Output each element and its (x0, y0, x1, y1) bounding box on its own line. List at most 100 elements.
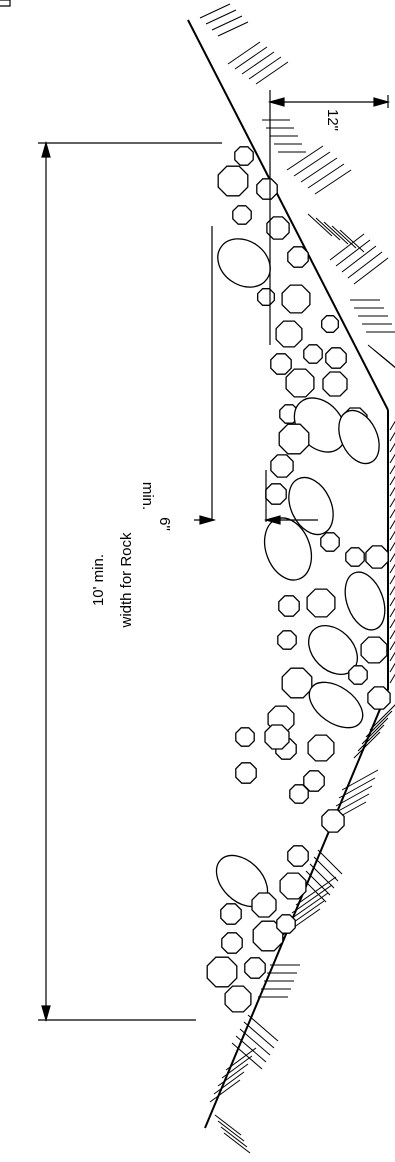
hatch-stroke (335, 239, 371, 267)
hatch-stroke (317, 849, 343, 875)
rock-stone (264, 724, 290, 750)
rock-stone (365, 545, 389, 569)
hatch-stroke (389, 618, 395, 629)
hatch-stroke (329, 233, 365, 261)
hatch-stroke (385, 359, 395, 369)
rock-boulder (217, 238, 271, 288)
rock-stone (235, 727, 255, 747)
hatch-stroke (315, 217, 341, 241)
hatch-stroke (357, 724, 385, 752)
hatch-stroke (307, 163, 345, 189)
channel-profile (187, 19, 389, 1129)
hatch-stroke (389, 431, 395, 442)
rock-stone (303, 344, 323, 364)
rock-stone (270, 454, 294, 478)
hatch-stroke (389, 585, 395, 596)
hatch-stroke (199, 3, 231, 19)
width-value-label: 10' min. (90, 554, 107, 606)
hatch-stroke (241, 51, 275, 75)
hatch-stroke (389, 552, 395, 563)
rock-stone (220, 903, 242, 925)
hatch-stroke (247, 1014, 279, 1042)
rock-stone (345, 547, 365, 567)
rock-stone (289, 784, 309, 804)
thickness-arrow-left (267, 97, 285, 107)
hatch-stroke (209, 1079, 241, 1103)
rock-stone (285, 368, 315, 398)
hatch-stroke (217, 21, 249, 37)
rock-stone (217, 165, 249, 197)
rock-stone (278, 595, 300, 617)
rock-boulder (344, 571, 386, 631)
rock-stone (367, 686, 391, 710)
width-dimension (38, 140, 222, 1023)
hatch-stroke (389, 629, 395, 640)
hatch-stroke (293, 151, 331, 177)
hatch-stroke (389, 673, 395, 684)
hatch-stroke (389, 662, 395, 673)
rock-stone (234, 146, 254, 166)
hatch-stroke (353, 731, 381, 759)
hatch-stroke (389, 541, 395, 552)
hatch-stroke (287, 892, 329, 922)
rock-stone (281, 284, 311, 314)
hatch-stroke (389, 640, 395, 651)
rock-stone (221, 932, 243, 954)
rock-stone (224, 985, 252, 1013)
rock-stone (257, 288, 275, 306)
hatch-stroke (205, 9, 237, 25)
width-arrow-top (41, 140, 51, 158)
rock-stone (275, 320, 303, 348)
hatch-stroke (389, 497, 395, 508)
depth-arrow-right (263, 515, 281, 525)
hatch-stroke (347, 251, 383, 279)
rock-stone (277, 630, 297, 650)
rock-stone (320, 532, 340, 552)
hatch-stroke (217, 1120, 245, 1142)
upper-side-slope (187, 19, 389, 411)
hatch-stroke (214, 1114, 242, 1136)
hatch-stroke (389, 486, 395, 497)
hatch-stroke (313, 856, 339, 882)
hatch-stroke (339, 229, 365, 253)
rock-stone (348, 665, 368, 685)
hatch-stroke (211, 15, 243, 31)
rock-stone (276, 914, 296, 934)
rock-boulder (308, 681, 364, 729)
rock-stone (321, 809, 345, 833)
width-caption-label: width for Rock (118, 532, 135, 629)
hatch-stroke (213, 1071, 245, 1095)
rock-stone (244, 957, 266, 979)
rock-stone (256, 178, 278, 200)
hatch-stroke (389, 574, 395, 585)
hatch-stroke (223, 1132, 251, 1154)
hatch-stroke (295, 876, 337, 906)
hatch-stroke (389, 596, 395, 607)
hatch-stroke (389, 464, 395, 475)
hatch-stroke (307, 213, 333, 237)
rock-stone (266, 216, 290, 240)
rock-stone (206, 956, 238, 988)
hatch-stroke (234, 46, 268, 70)
hatch-stroke (286, 145, 324, 171)
hatch-stroke (389, 607, 395, 618)
thickness-value-label: 12" (324, 109, 341, 131)
hatch-stroke (300, 157, 338, 183)
hatch-stroke (369, 704, 395, 731)
depth-caption-label: min. (139, 482, 156, 510)
rock-stone (251, 892, 277, 918)
hatch-stroke (389, 651, 395, 662)
hatch-stroke (389, 442, 395, 453)
rock-stone (360, 636, 388, 664)
rock-stone (322, 371, 348, 397)
hatch-stroke (314, 169, 352, 195)
hatch-stroke (323, 221, 349, 245)
hatch-stroke (231, 1042, 263, 1070)
hatch-stroke (379, 354, 395, 368)
rock-boulder (338, 409, 380, 465)
hatch-stroke (389, 519, 395, 530)
hatch-stroke (255, 61, 289, 85)
hatch-stroke (389, 563, 395, 574)
depth-arrow-left (199, 515, 217, 525)
